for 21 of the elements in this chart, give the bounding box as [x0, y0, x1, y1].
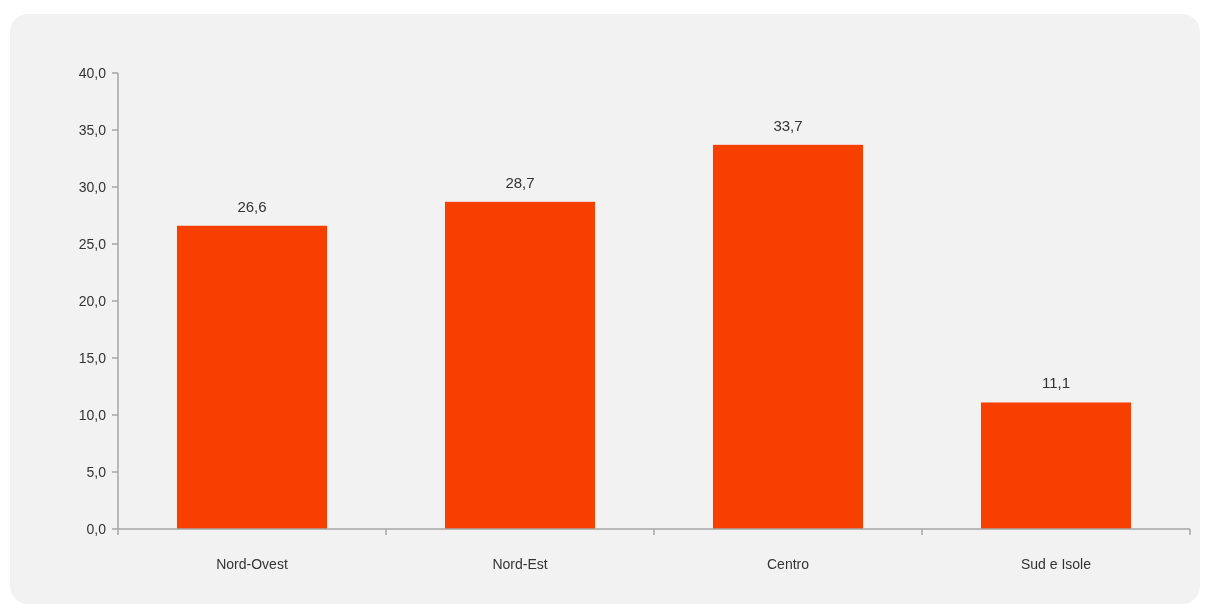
bar — [176, 225, 328, 529]
y-tick-label: 5,0 — [86, 463, 107, 480]
y-tick-label: 10,0 — [78, 406, 107, 423]
y-tick-label: 35,0 — [78, 121, 107, 138]
data-label: 26,6 — [237, 197, 267, 215]
y-tick-label: 15,0 — [78, 349, 107, 366]
data-label: 28,7 — [505, 173, 535, 191]
bar — [444, 201, 596, 529]
y-tick-label: 30,0 — [78, 178, 107, 195]
x-tick-label: Nord-Est — [492, 556, 548, 572]
y-tick-label: 20,0 — [78, 292, 107, 309]
data-label: 11,1 — [1041, 374, 1071, 392]
x-tick-label: Centro — [766, 556, 810, 572]
x-tick-label: Sud e Isole — [1020, 556, 1092, 572]
y-tick-label: 40,0 — [78, 64, 107, 81]
data-label: 33,7 — [773, 116, 803, 134]
y-tick-label: 0,0 — [86, 520, 107, 537]
bar — [980, 402, 1132, 529]
x-tick-label: Nord-Ovest — [216, 556, 288, 572]
bar — [712, 144, 864, 529]
y-tick-label: 25,0 — [78, 235, 107, 252]
